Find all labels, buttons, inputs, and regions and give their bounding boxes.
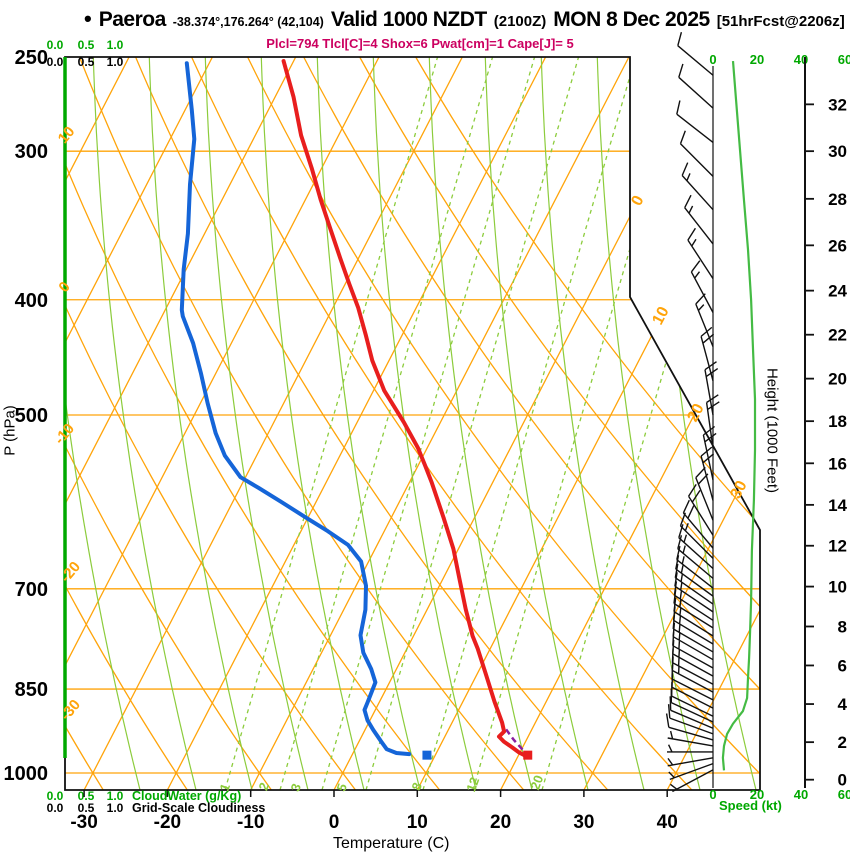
svg-text:0.5: 0.5 <box>78 789 95 803</box>
svg-text:0.0: 0.0 <box>47 789 64 803</box>
svg-text:12: 12 <box>463 775 482 794</box>
svg-text:24: 24 <box>828 282 847 301</box>
svg-text:20: 20 <box>490 812 511 833</box>
svg-text:-20: -20 <box>57 558 84 586</box>
svg-text:14: 14 <box>828 496 847 515</box>
dewpoint-curve <box>179 61 412 757</box>
station-coords: -38.374°,176.264° (42,104) <box>172 15 324 29</box>
forecast-info: [51hrFcst@2206z] <box>716 13 845 30</box>
svg-text:1000: 1000 <box>4 763 49 785</box>
svg-text:3: 3 <box>287 781 304 793</box>
svg-text:22: 22 <box>828 326 847 345</box>
parcel-path <box>505 728 528 755</box>
svg-text:20: 20 <box>684 401 707 425</box>
svg-text:16: 16 <box>828 454 847 473</box>
svg-text:-30: -30 <box>57 696 84 724</box>
wind-speed-axis-label: Speed (kt) <box>719 798 782 813</box>
svg-text:32: 32 <box>828 95 847 114</box>
forecast-date: MON 8 Dec 2025 <box>553 8 710 31</box>
svg-text:-10: -10 <box>51 420 78 448</box>
svg-text:20: 20 <box>750 52 764 67</box>
svg-text:18: 18 <box>828 412 847 431</box>
svg-text:28: 28 <box>828 190 847 209</box>
svg-text:400: 400 <box>15 290 48 312</box>
svg-text:0.0: 0.0 <box>47 38 64 52</box>
pressure-axis-label: P (hPa) <box>1 405 19 456</box>
svg-text:20: 20 <box>527 773 546 792</box>
wind-speed-curve <box>721 61 757 771</box>
svg-text:0.0: 0.0 <box>47 801 64 815</box>
svg-text:0.0: 0.0 <box>47 55 64 69</box>
svg-text:0: 0 <box>838 771 847 790</box>
station-bullet-icon: • <box>84 6 92 31</box>
svg-text:-10: -10 <box>237 812 264 833</box>
svg-text:250: 250 <box>15 47 48 69</box>
svg-text:5: 5 <box>333 781 350 793</box>
grid-lines <box>65 57 760 790</box>
svg-text:0.5: 0.5 <box>78 55 95 69</box>
svg-text:40: 40 <box>794 787 808 802</box>
svg-text:0: 0 <box>709 52 716 67</box>
svg-text:700: 700 <box>15 579 48 601</box>
svg-text:4: 4 <box>838 695 848 714</box>
svg-text:10: 10 <box>828 578 847 597</box>
svg-text:0: 0 <box>628 193 647 209</box>
svg-text:1.0: 1.0 <box>107 38 124 52</box>
svg-text:8: 8 <box>408 780 425 792</box>
svg-text:-20: -20 <box>154 812 181 833</box>
svg-text:0.5: 0.5 <box>78 801 95 815</box>
svg-text:300: 300 <box>15 141 48 163</box>
sounding-indices: Plcl=794 Tlcl[C]=4 Shox=6 Pwat[cm]=1 Cap… <box>266 36 574 51</box>
svg-text:60: 60 <box>838 52 850 67</box>
surface-dewpoint-marker <box>422 750 432 760</box>
svg-text:30: 30 <box>828 142 847 161</box>
height-axis-label: Height (1000 Feet) <box>763 367 781 494</box>
svg-text:2: 2 <box>255 780 272 792</box>
svg-text:10: 10 <box>55 123 79 147</box>
svg-text:1.0: 1.0 <box>107 55 124 69</box>
svg-text:40: 40 <box>794 52 808 67</box>
svg-text:1.0: 1.0 <box>107 789 124 803</box>
svg-text:0: 0 <box>329 812 340 833</box>
svg-text:40: 40 <box>657 812 678 833</box>
gridscale-cloudiness-label: Grid-Scale Cloudiness <box>132 801 266 815</box>
title-bar: • Paeroa -38.374°,176.264° (42,104) Vali… <box>84 6 845 32</box>
svg-text:26: 26 <box>828 236 847 255</box>
svg-text:0: 0 <box>709 787 716 802</box>
svg-text:10: 10 <box>649 304 672 328</box>
svg-text:6: 6 <box>838 656 847 675</box>
svg-text:0.5: 0.5 <box>78 38 95 52</box>
svg-text:30: 30 <box>573 812 594 833</box>
zulu-time: (2100Z) <box>493 13 547 30</box>
svg-text:850: 850 <box>15 679 48 701</box>
temperature-axis-label: Temperature (C) <box>333 835 450 852</box>
svg-text:2: 2 <box>838 733 847 752</box>
svg-text:20: 20 <box>750 787 764 802</box>
svg-text:-30: -30 <box>70 812 97 833</box>
svg-text:10: 10 <box>407 812 428 833</box>
svg-text:8: 8 <box>838 617 847 636</box>
svg-text:500: 500 <box>15 405 48 427</box>
temperature-curve <box>281 59 527 758</box>
profiles <box>179 59 528 758</box>
valid-time: Valid 1000 NZDT <box>330 8 487 31</box>
svg-text:30: 30 <box>727 478 750 502</box>
svg-text:60: 60 <box>838 787 850 802</box>
wind-barbs <box>665 32 720 793</box>
surface-temp-marker <box>523 750 533 760</box>
cloudwater-scale-label: CloudWater (g/Kg) <box>132 789 242 803</box>
svg-text:1: 1 <box>216 781 233 793</box>
station-name: Paeroa <box>98 8 167 31</box>
svg-text:20: 20 <box>828 370 847 389</box>
svg-text:1.0: 1.0 <box>107 801 124 815</box>
svg-text:12: 12 <box>828 537 847 556</box>
